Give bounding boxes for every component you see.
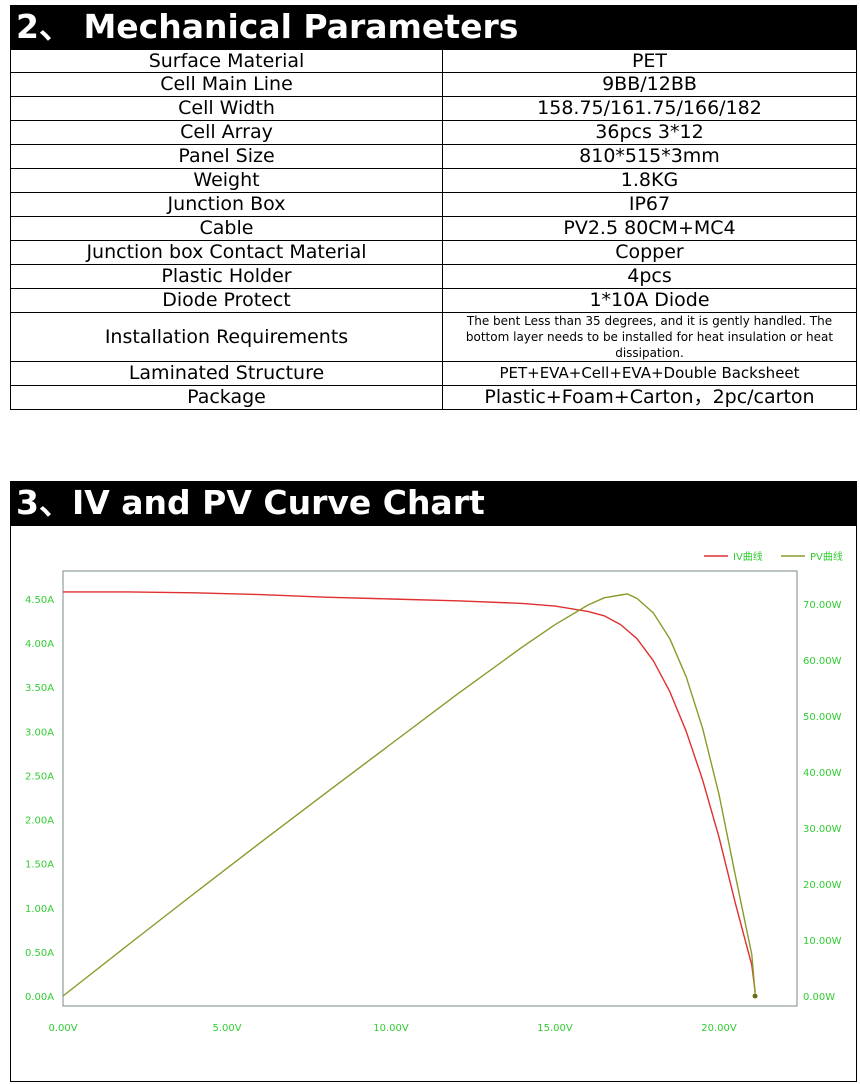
param-label: Cell Main Line <box>10 72 443 97</box>
param-label: Plastic Holder <box>10 264 443 289</box>
param-label: Junction Box <box>10 192 443 217</box>
table-row: Diode Protect 1*10A Diode <box>10 288 857 313</box>
iv-pv-chart-heading: 3、IV and PV Curve Chart <box>10 481 857 525</box>
param-label: Cable <box>10 216 443 241</box>
param-value: Copper <box>442 240 857 265</box>
param-value: IP67 <box>442 192 857 217</box>
y-right-tick-label: 60.00W <box>803 656 842 667</box>
param-value: PV2.5 80CM+MC4 <box>442 216 857 241</box>
y-right-tick-label: 20.00W <box>803 880 842 891</box>
x-tick-label: 20.00V <box>701 1023 737 1034</box>
param-value: 4pcs <box>442 264 857 289</box>
y-right-tick-label: 70.00W <box>803 600 842 611</box>
param-value: 1.8KG <box>442 168 857 193</box>
y-left-tick-label: 3.00A <box>25 727 54 738</box>
param-label: Cell Array <box>10 120 443 145</box>
y-left-tick-label: 2.50A <box>25 771 54 782</box>
curve-end-point <box>752 993 758 999</box>
series-line-pv <box>62 593 756 997</box>
param-label: Installation Requirements <box>10 312 443 362</box>
table-row: Junction box Contact Material Copper <box>10 240 857 265</box>
param-value: The bent Less than 35 degrees, and it is… <box>442 312 857 362</box>
table-row: Cell Width 158.75/161.75/166/182 <box>10 96 857 121</box>
param-value: PET+EVA+Cell+EVA+Double Backsheet <box>442 361 857 386</box>
y-left-tick-label: 1.50A <box>25 860 54 871</box>
param-value: Plastic+Foam+Carton，2pc/carton <box>442 385 857 410</box>
param-value: 9BB/12BB <box>442 72 857 97</box>
y-left-tick-label: 4.50A <box>25 595 54 606</box>
x-tick-label: 5.00V <box>212 1023 241 1034</box>
param-label: Package <box>10 385 443 410</box>
table-row: Weight 1.8KG <box>10 168 857 193</box>
param-label: Panel Size <box>10 144 443 169</box>
param-label: Cell Width <box>10 96 443 121</box>
table-row: Package Plastic+Foam+Carton，2pc/carton <box>10 385 857 410</box>
table-row: Panel Size 810*515*3mm <box>10 144 857 169</box>
table-row: Cell Main Line 9BB/12BB <box>10 72 857 97</box>
series-line-iv <box>63 591 756 992</box>
y-right-tick-label: 50.00W <box>803 712 842 723</box>
y-right-tick-label: 30.00W <box>803 824 842 835</box>
y-left-tick-label: 4.00A <box>25 639 54 650</box>
table-row: Cable PV2.5 80CM+MC4 <box>10 216 857 241</box>
x-tick-label: 15.00V <box>537 1023 573 1034</box>
y-left-tick-label: 1.00A <box>25 904 54 915</box>
y-right-tick-label: 10.00W <box>803 936 842 947</box>
param-value: 36pcs 3*12 <box>442 120 857 145</box>
y-left-tick-label: 0.50A <box>25 948 54 959</box>
y-left-tick-label: 3.50A <box>25 683 54 694</box>
legend-entry: IV曲线 <box>733 550 763 563</box>
plot-area <box>62 570 798 1007</box>
table-row: Junction Box IP67 <box>10 192 857 217</box>
y-right-tick-label: 0.00W <box>803 992 835 1003</box>
mechanical-parameters-table: Surface Material PET Cell Main Line 9BB/12B… <box>10 49 857 410</box>
y-right-tick-label: 40.00W <box>803 768 842 779</box>
table-row: Installation Requirements The bent Less t… <box>10 312 857 362</box>
param-label: Laminated Structure <box>10 361 443 386</box>
mechanical-parameters-heading: 2、 Mechanical Parameters <box>10 5 857 49</box>
iv-pv-chart: 0.00V 5.00V 10.00V 15.00V 20.00V 0.00A 0.50A 1.… <box>10 525 857 1082</box>
param-label: Junction box Contact Material <box>10 240 443 265</box>
chart-canvas: 0.00V 5.00V 10.00V 15.00V 20.00V 0.00A 0.50A 1.… <box>25 550 843 1034</box>
param-label: Surface Material <box>10 49 443 73</box>
table-row: Laminated Structure PET+EVA+Cell+EVA+Doub… <box>10 361 857 386</box>
param-label: Diode Protect <box>10 288 443 313</box>
param-label: Weight <box>10 168 443 193</box>
param-value: 810*515*3mm <box>442 144 857 169</box>
y-left-tick-label: 2.00A <box>25 816 54 827</box>
param-value: 158.75/161.75/166/182 <box>442 96 857 121</box>
x-tick-label: 0.00V <box>48 1023 77 1034</box>
table-row: Plastic Holder 4pcs <box>10 264 857 289</box>
x-tick-label: 10.00V <box>373 1023 409 1034</box>
table-row: Cell Array 36pcs 3*12 <box>10 120 857 145</box>
param-value: PET <box>442 49 857 73</box>
param-value: 1*10A Diode <box>442 288 857 313</box>
y-left-tick-label: 0.00A <box>25 992 54 1003</box>
table-row: Surface Material PET <box>10 49 857 73</box>
legend-entry: PV曲线 <box>810 550 843 563</box>
